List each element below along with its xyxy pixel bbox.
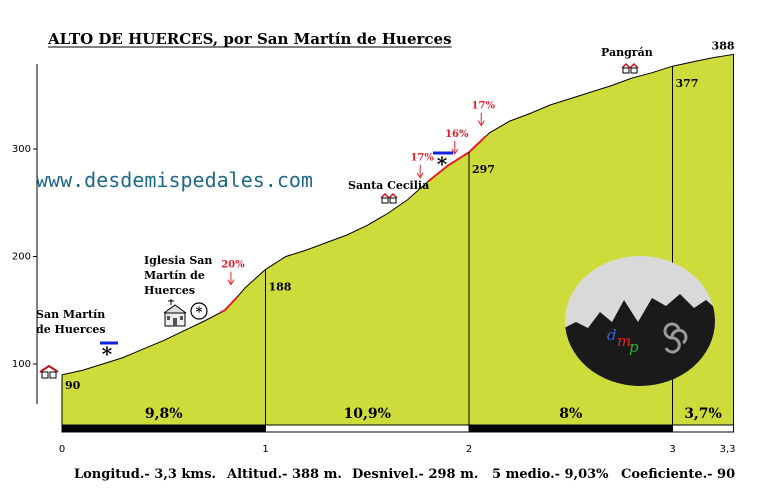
svg-text:*: * [102, 342, 113, 366]
y-tick-label: 200 [12, 252, 31, 263]
elevation-label: 377 [676, 77, 699, 90]
segment-gradient-labels: 9,8% 10,9% 8% 3,7% [145, 406, 722, 422]
steep-percentage-labels: 20% 17% 16% 17% [221, 101, 496, 286]
x-tick-label: 2 [466, 444, 472, 455]
logo-letter: m [617, 332, 631, 350]
steep-percentage: 16% [445, 129, 469, 140]
house-icon [39, 364, 59, 379]
x-tick-label: 3,3 [720, 444, 736, 455]
steep-section-line [220, 296, 238, 314]
blue-arrow-icon: * [433, 151, 453, 176]
stat-coeficiente: Coeficiente.- 90 [621, 467, 735, 482]
x-tick-label: 3 [669, 444, 675, 455]
scale-bar-segment [61, 424, 266, 433]
steep-arrow-head [451, 148, 459, 155]
distance-scale-bar [61, 424, 735, 433]
steep-sections [220, 135, 486, 314]
x-tick-label: 1 [262, 444, 268, 455]
x-axis-ticks: 0 1 2 3 3,3 [59, 444, 736, 455]
elevation-label: 188 [269, 280, 292, 293]
svg-text:*: * [437, 152, 448, 176]
steep-percentage: 17% [472, 101, 496, 112]
place-label-pangran: Pangrán [601, 46, 653, 59]
place-label-santa-cecilia: Santa Cecilia [348, 179, 429, 192]
y-tick-label: 300 [12, 144, 31, 155]
steep-section-line [454, 151, 470, 163]
elevation-labels: 90 188 297 377 388 [65, 39, 735, 391]
blue-arrow-icon: * [100, 341, 118, 366]
elevation-label: 297 [472, 163, 495, 176]
stat-desnivel: Desnivel.- 298 m. [352, 467, 478, 482]
house-icon [621, 62, 639, 74]
segment-gradient: 10,9% [344, 406, 391, 422]
viewpoint-icon: * [190, 302, 208, 320]
place-label-line: Martín de [144, 269, 205, 282]
scale-bar-segment [468, 424, 673, 433]
segment-gradient: 8% [559, 406, 582, 422]
house-icon [380, 192, 398, 204]
segment-gradient: 3,7% [684, 406, 722, 422]
steep-percentage: 17% [410, 153, 434, 164]
chart-title: ALTO DE HUERCES, por San Martín de Huerc… [47, 30, 452, 48]
place-label-line: de Huerces [36, 323, 106, 336]
steep-arrow-head [227, 279, 235, 286]
elevation-profile-area [61, 53, 735, 426]
church-icon [163, 299, 187, 327]
stat-pendiente-media: 5 medio.- 9,03% [492, 467, 609, 482]
stat-longitud: Longitud.- 3,3 kms. [74, 467, 216, 482]
place-label-iglesia: Iglesia San Martín de Huerces [144, 254, 212, 297]
y-tick-label: 100 [12, 359, 31, 370]
y-axis-ticks: 100 200 300 [12, 144, 37, 370]
steep-percentage: 20% [221, 260, 245, 271]
scale-bar-segment [265, 424, 470, 433]
steep-arrow-head [477, 120, 485, 127]
dmp-logo: d m p [565, 256, 715, 386]
svg-text:*: * [196, 305, 203, 320]
x-tick-label: 0 [59, 444, 65, 455]
website-watermark: www.desdemispedales.com [36, 168, 313, 192]
triskele-icon [663, 322, 688, 354]
steep-section-line [427, 160, 456, 183]
place-label-line: Iglesia San [144, 254, 212, 267]
place-label-san-martin: San Martín de Huerces [36, 308, 106, 336]
place-label-line: San Martín [36, 308, 105, 321]
scale-bar-segment [672, 424, 735, 433]
stat-altitud: Altitud.- 388 m. [226, 467, 342, 482]
elevation-label: 388 [712, 39, 735, 52]
steep-section-line [468, 135, 486, 153]
steep-arrow-head [416, 172, 424, 179]
logo-letter: d [607, 326, 617, 344]
logo-letter: p [629, 338, 639, 356]
elevation-label: 90 [65, 379, 81, 392]
place-label-line: Huerces [144, 284, 195, 297]
segment-gradient: 9,8% [145, 406, 183, 422]
